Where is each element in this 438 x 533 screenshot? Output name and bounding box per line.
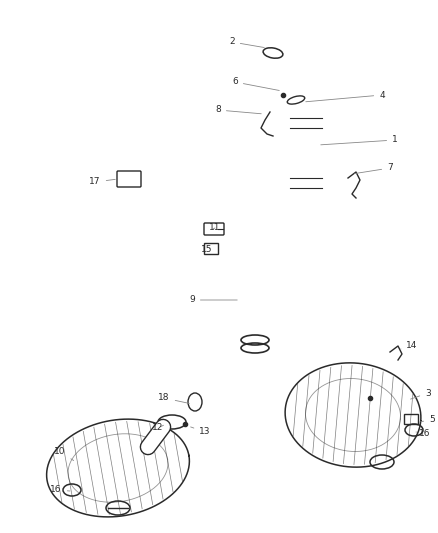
Text: 8: 8 [215,106,261,115]
Text: 17: 17 [89,177,115,187]
Text: 3: 3 [410,389,431,399]
Text: 18: 18 [158,393,189,403]
Text: 1: 1 [321,135,398,145]
Bar [404,414,418,424]
Text: 5: 5 [421,416,435,424]
Text: 2: 2 [229,37,264,47]
Text: 9: 9 [189,295,237,304]
Text: 4: 4 [306,91,385,102]
Text: 16: 16 [50,486,70,495]
Bar [204,243,218,254]
Text: 7: 7 [355,164,393,174]
Text: 14: 14 [401,341,418,350]
Text: 13: 13 [191,427,211,437]
Text: 10: 10 [54,448,74,461]
Text: 6: 6 [232,77,279,91]
Text: 12: 12 [152,424,164,432]
Text: 16: 16 [416,430,431,439]
Text: 15: 15 [201,246,213,254]
Text: 11: 11 [209,223,221,232]
